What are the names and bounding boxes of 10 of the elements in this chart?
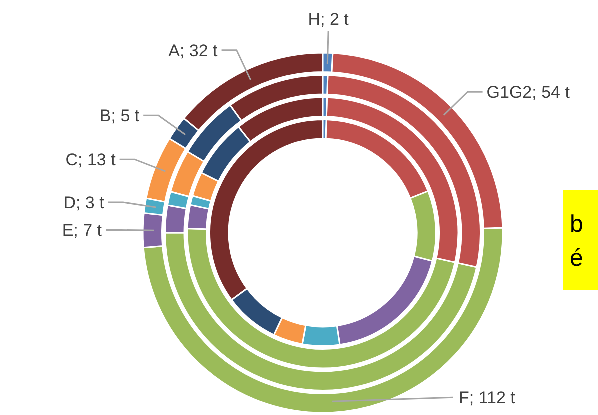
- text: é: [570, 245, 584, 272]
- slice-label: C; 13 t: [66, 150, 116, 170]
- text: b: [570, 211, 584, 238]
- slice-label: D; 3 t: [64, 194, 105, 212]
- slice-label: B; 5 t: [100, 106, 140, 126]
- slice-label: E; 7 t: [62, 221, 102, 240]
- slice-label: A; 32 t: [168, 41, 218, 60]
- slice-label: G1G2; 54 t: [486, 83, 570, 102]
- slice-label: F; 112 t: [459, 388, 516, 408]
- slice-label: H; 2 t: [308, 10, 350, 30]
